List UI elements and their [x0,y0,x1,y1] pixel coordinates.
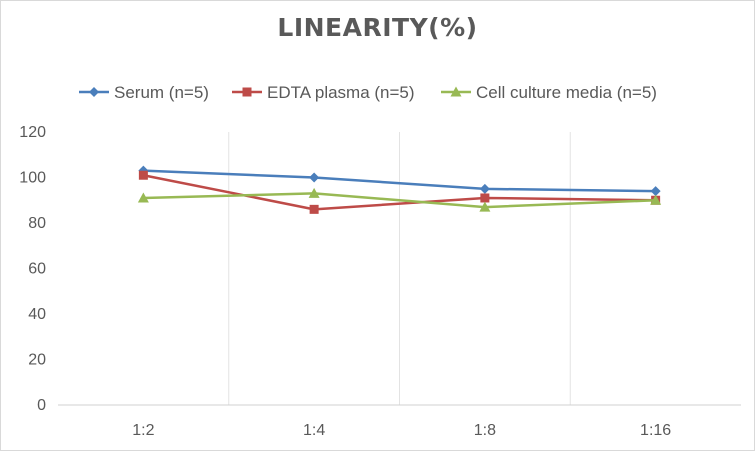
x-tick-label: 1:16 [640,422,671,439]
legend-entry: Serum (n=5) [79,83,209,102]
triangle-marker [479,201,491,212]
gridlines [228,132,571,405]
legend-label: EDTA plasma (n=5) [267,83,415,102]
y-tick-label: 80 [28,215,46,232]
series-line [143,192,656,209]
x-tick-label: 1:4 [303,422,325,439]
diamond-marker [309,172,320,183]
legend-label: Cell culture media (n=5) [476,83,657,102]
legend-entry: Cell culture media (n=5) [441,83,657,102]
y-tick-label: 60 [28,261,46,278]
y-tick-label: 40 [28,306,46,323]
square-marker [138,170,148,180]
axes: 0 20 40 60 80 100 120 1:2 1:4 1:8 1:16 [19,124,741,439]
series-line [143,169,656,193]
series-line [143,173,656,211]
triangle-marker [137,192,149,203]
square-marker [309,204,319,214]
legend: Serum (n=5) EDTA plasma (n=5) Cell culture… [79,83,657,102]
series-triangle [137,187,662,212]
legend-label: Serum (n=5) [114,83,209,102]
y-tick-label: 120 [19,124,46,141]
diamond-marker [650,186,661,197]
diamond-marker [479,183,490,194]
triangle-marker [308,187,320,198]
diamond-marker [89,87,99,97]
square-marker [480,193,490,203]
triangle-marker [650,194,662,205]
x-tick-label: 1:8 [474,422,496,439]
series [137,165,662,214]
chart-title: LINEARITY(%) [277,13,478,42]
y-tick-label: 0 [37,397,46,414]
square-marker [242,87,252,97]
series-diamond [138,165,661,197]
legend-entry: EDTA plasma (n=5) [232,83,415,102]
x-tick-label: 1:2 [132,422,154,439]
y-tick-label: 100 [19,170,46,187]
triangle-marker [450,86,462,97]
y-tick-label: 20 [28,352,46,369]
